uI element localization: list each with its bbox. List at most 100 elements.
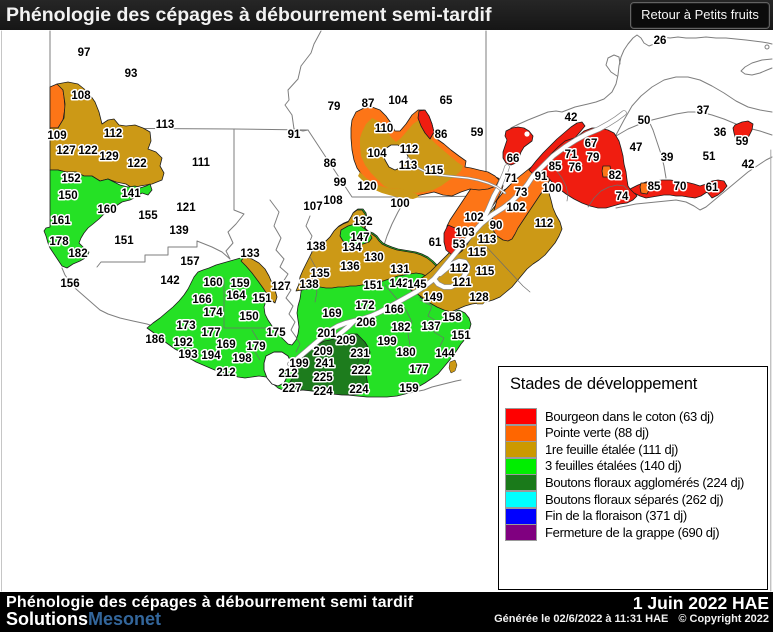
station-value: 42 xyxy=(742,159,755,171)
station-value: 152 xyxy=(61,173,80,185)
region-ne-red xyxy=(732,120,754,145)
station-value: 224 xyxy=(349,384,369,396)
map-boundary xyxy=(605,54,621,77)
station-value: 186 xyxy=(145,334,164,346)
region-gold-sliver-2 xyxy=(448,359,458,374)
quebec-red-notch xyxy=(524,131,530,137)
station-value: 103 xyxy=(455,227,474,239)
station-value: 91 xyxy=(535,171,548,183)
station-value: 199 xyxy=(289,358,308,370)
legend-box: Stades de développement Bourgeon dans le… xyxy=(498,366,768,590)
station-value: 102 xyxy=(506,202,525,214)
brand-logo[interactable]: SolutionsMesonet xyxy=(6,609,161,630)
station-value: 42 xyxy=(565,112,578,124)
page-title: Phénologie des cépages à débourrement se… xyxy=(6,4,492,26)
station-value: 51 xyxy=(703,151,716,163)
station-value: 142 xyxy=(389,278,408,290)
station-value: 115 xyxy=(468,247,487,259)
brand-solutions: Solutions xyxy=(6,609,88,629)
region-quebec-red xyxy=(502,126,534,166)
region-147-green xyxy=(339,223,373,246)
station-value: 137 xyxy=(421,321,440,333)
station-value: 91 xyxy=(288,129,301,141)
region-darkgreen xyxy=(283,333,371,396)
brand-mesonet: Mesonet xyxy=(88,609,162,629)
station-value: 155 xyxy=(138,210,158,222)
map-inner-boundary xyxy=(480,240,531,293)
station-value: 179 xyxy=(246,341,265,353)
region-east-red-band xyxy=(629,179,728,199)
legend-label: Fermeture de la grappe (690 dj) xyxy=(545,524,720,540)
station-value: 174 xyxy=(203,307,223,319)
station-value: 61 xyxy=(429,237,442,249)
station-value: 100 xyxy=(390,198,409,210)
station-value: 182 xyxy=(68,248,87,260)
station-value: 180 xyxy=(396,347,415,359)
map-boundary xyxy=(307,129,487,198)
station-value: 79 xyxy=(328,101,341,113)
station-value: 36 xyxy=(714,127,727,139)
station-value: 209 xyxy=(313,346,332,358)
map-inner-boundary xyxy=(295,336,301,353)
station-value: 74 xyxy=(616,191,629,203)
station-value: 113 xyxy=(156,119,175,131)
river-water xyxy=(508,110,627,205)
back-to-petits-fruits-button[interactable]: Retour à Petits fruits xyxy=(630,2,770,29)
station-value: 70 xyxy=(674,181,687,193)
station-value: 166 xyxy=(192,294,211,306)
region-west-green xyxy=(43,169,153,269)
station-value: 145 xyxy=(407,279,427,291)
channel-water xyxy=(407,157,506,194)
station-value: 127 xyxy=(271,281,290,293)
station-value: 212 xyxy=(216,367,235,379)
station-value: 113 xyxy=(478,234,497,246)
legend-swatch xyxy=(505,457,537,475)
station-value: 129 xyxy=(99,151,118,163)
station-value: 39 xyxy=(661,152,674,164)
station-value: 199 xyxy=(377,336,396,348)
river-water xyxy=(287,199,514,367)
map-boundary xyxy=(615,156,773,211)
legend-label: Fin de la floraison (371 dj) xyxy=(545,508,687,524)
station-value: 150 xyxy=(239,311,258,323)
region-orange-85 xyxy=(639,182,650,195)
station-value: 160 xyxy=(203,277,222,289)
station-value: 122 xyxy=(78,145,97,157)
station-value: 120 xyxy=(357,181,376,193)
station-value: 151 xyxy=(363,280,383,292)
station-value: 134 xyxy=(342,242,362,254)
station-value: 225 xyxy=(313,372,333,384)
footer-date: 1 Juin 2022 HAE xyxy=(632,593,769,613)
lake-hole xyxy=(382,144,409,171)
region-leftlobe-gold xyxy=(240,256,278,304)
map-boundary xyxy=(284,30,322,132)
legend-swatch xyxy=(505,491,537,508)
map-boundary xyxy=(61,267,167,333)
station-value: 112 xyxy=(450,263,469,275)
station-value: 159 xyxy=(230,278,249,290)
station-value: 172 xyxy=(355,300,374,312)
station-value: 82 xyxy=(609,170,622,182)
river-water xyxy=(431,258,471,290)
map-boundary xyxy=(615,76,773,136)
station-value: 194 xyxy=(201,350,221,362)
phenology-map[interactable]: 97 93 108 109 112 113 127 122 129 122 152 150 141 160… xyxy=(0,30,773,592)
station-value: 135 xyxy=(310,268,330,280)
station-value: 231 xyxy=(350,348,370,360)
station-value: 127 xyxy=(56,145,75,157)
station-value: 90 xyxy=(490,220,503,232)
region-mauricie-gold-lobe xyxy=(358,172,419,199)
station-value: 144 xyxy=(435,348,455,360)
station-value: 85 xyxy=(648,181,661,193)
station-value: 206 xyxy=(356,317,375,329)
station-value: 151 xyxy=(451,330,471,342)
station-value: 26 xyxy=(654,35,667,47)
region-central-gold-band xyxy=(295,209,442,292)
station-value: 131 xyxy=(390,264,410,276)
station-value: 175 xyxy=(266,327,286,339)
legend-swatch xyxy=(505,408,537,425)
station-value: 157 xyxy=(180,256,199,268)
station-value: 130 xyxy=(364,252,383,264)
map-boundary xyxy=(647,118,667,179)
